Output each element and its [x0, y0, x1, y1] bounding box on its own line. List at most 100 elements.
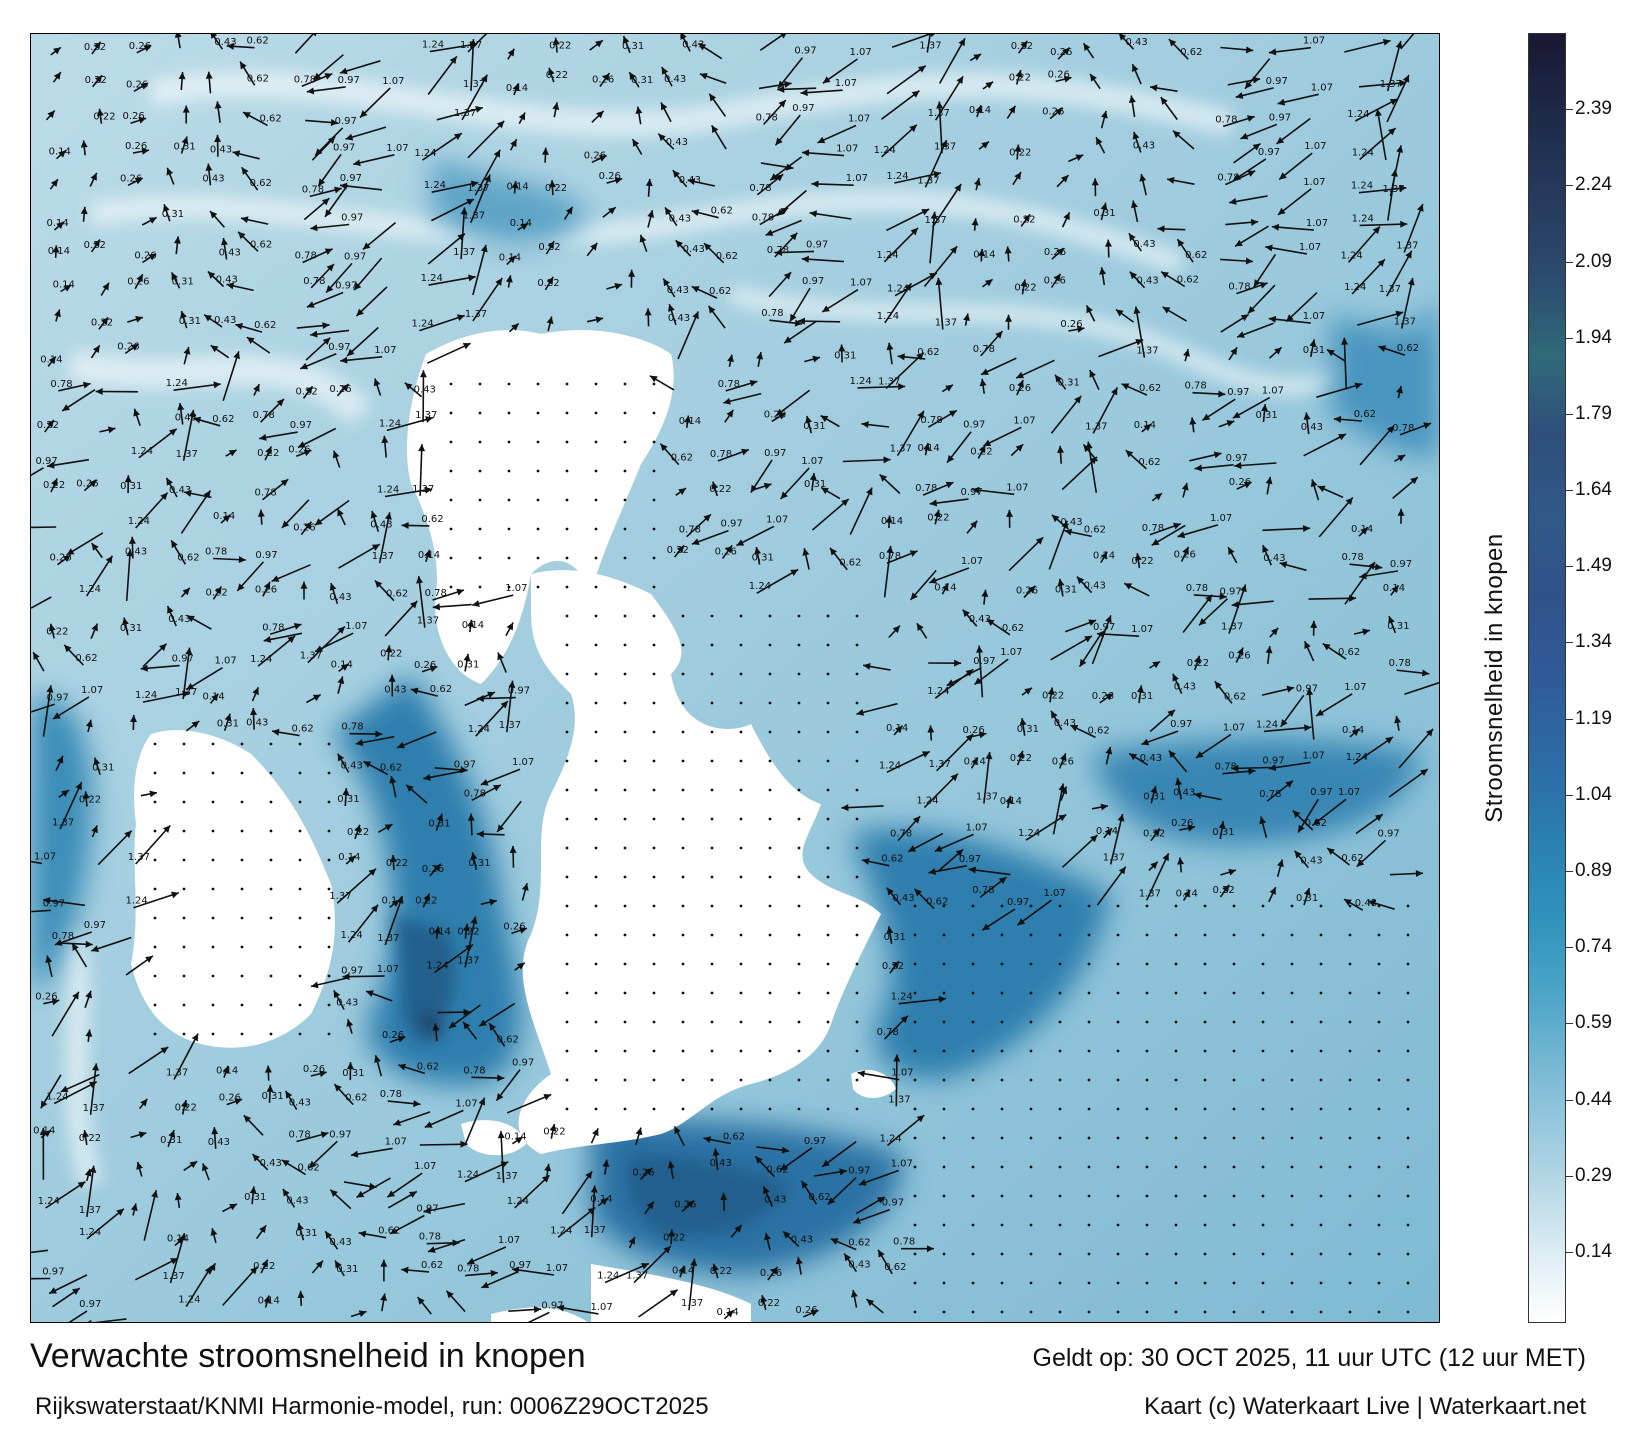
- speed-value-label: 0.43: [384, 685, 406, 696]
- current-arrow-head: [178, 72, 186, 80]
- grid-dot: [710, 846, 714, 850]
- grid-dot: [623, 875, 627, 879]
- current-speed-map[interactable]: 0.22 0.26 0.43 0.62 1.24 1.37 0.22 0.31 0.43 0.97…: [30, 33, 1440, 1323]
- grid-dot: [1029, 1310, 1033, 1314]
- current-arrow: [934, 833, 974, 853]
- speed-value-label: 0.31: [337, 794, 359, 805]
- current-arrow-head: [1351, 728, 1360, 736]
- current-arrow-head: [507, 48, 515, 57]
- current-arrow-head: [385, 645, 393, 653]
- current-arrow: [856, 702, 898, 715]
- speed-value-label: 0.22: [1187, 658, 1209, 669]
- speed-value-label: 0.97: [43, 898, 65, 909]
- current-arrow: [677, 311, 700, 360]
- grid-dot: [623, 730, 627, 734]
- current-arrow-head: [107, 426, 116, 434]
- grid-dot: [565, 701, 569, 705]
- grid-dot: [710, 730, 714, 734]
- current-arrow-head: [1354, 382, 1363, 390]
- grid-dot: [623, 614, 627, 618]
- current-arrow-head: [1023, 214, 1031, 223]
- grid-dot: [826, 875, 830, 879]
- grid-dot: [1029, 962, 1033, 966]
- grid-dot: [1058, 1136, 1062, 1140]
- speed-value-label: 0.43: [669, 214, 691, 225]
- current-arrow-head: [238, 231, 246, 240]
- current-arrow: [1050, 395, 1082, 434]
- current-arrow-head: [511, 1266, 520, 1274]
- grid-dot: [1319, 1223, 1323, 1227]
- current-arrow: [821, 288, 859, 313]
- grid-dot: [710, 1020, 714, 1024]
- grid-dot: [1145, 933, 1149, 937]
- grid-dot: [1058, 1310, 1062, 1314]
- current-arrow-head: [790, 569, 799, 576]
- current-arrow-head: [1083, 43, 1091, 51]
- speed-value-label: 0.22: [710, 1266, 732, 1277]
- current-arrow-head: [84, 1168, 92, 1177]
- current-arrow-head: [170, 1258, 178, 1265]
- current-arrow: [811, 183, 854, 186]
- current-arrow-head: [1152, 828, 1160, 837]
- current-arrow-head: [1076, 576, 1085, 585]
- grid-dot: [1029, 1049, 1033, 1053]
- current-arrow-head: [45, 955, 53, 964]
- speed-value-label: 0.26: [293, 523, 315, 534]
- grid-dot: [211, 945, 215, 949]
- current-arrow-head: [820, 415, 829, 423]
- current-arrow-head: [335, 1260, 342, 1269]
- current-arrow: [461, 74, 488, 121]
- grid-dot: [1145, 962, 1149, 966]
- speed-value-label: 0.26: [1229, 477, 1251, 488]
- current-arrow-head: [1074, 395, 1082, 404]
- current-arrow-head: [263, 636, 272, 643]
- grid-dot: [1058, 904, 1062, 908]
- current-arrow: [345, 126, 387, 140]
- speed-value-label: 0.62: [292, 724, 314, 735]
- colorbar-tick-label: 2.09: [1575, 250, 1612, 272]
- speed-value-label: 0.26: [1050, 47, 1072, 58]
- grid-dot: [594, 962, 598, 966]
- grid-dot: [1377, 1136, 1381, 1140]
- current-arrow-head: [1150, 861, 1158, 870]
- speed-value-label: 0.97: [792, 103, 814, 114]
- current-arrow-head: [984, 279, 993, 287]
- current-arrow-head: [897, 353, 905, 361]
- current-arrow: [884, 282, 913, 324]
- speed-value-label: 0.26: [134, 251, 156, 262]
- current-arrow-head: [1389, 98, 1398, 106]
- speed-value-label: 0.14: [507, 182, 529, 193]
- speed-value-label: 0.43: [1140, 753, 1162, 764]
- current-arrow-head: [699, 72, 708, 80]
- current-arrow-head: [122, 617, 129, 626]
- current-arrow-head: [374, 580, 383, 588]
- speed-value-label: 0.26: [584, 150, 606, 161]
- grid-dot: [153, 916, 157, 920]
- grid-dot: [1406, 1194, 1410, 1198]
- current-arrow: [1232, 396, 1271, 419]
- grid-dot: [826, 672, 830, 676]
- speed-value-label: 0.14: [1093, 551, 1115, 562]
- current-arrow: [60, 1073, 100, 1093]
- current-arrow-head: [801, 1180, 809, 1189]
- current-arrow: [433, 943, 474, 974]
- speed-value-label: 1.24: [46, 1092, 68, 1103]
- current-arrow-head: [423, 893, 430, 902]
- current-arrow-head: [1338, 433, 1346, 441]
- grid-dot: [1406, 991, 1410, 995]
- current-arrow-head: [1269, 887, 1276, 895]
- speed-value-label: 0.14: [429, 927, 451, 938]
- current-arrow-head: [424, 1121, 433, 1128]
- speed-value-label: 1.37: [1221, 622, 1243, 633]
- current-arrow-head: [204, 1266, 212, 1274]
- current-arrow-head: [1057, 445, 1065, 453]
- current-arrow-head: [1235, 92, 1244, 99]
- current-arrow: [1403, 203, 1424, 253]
- grid-dot: [768, 1020, 772, 1024]
- current-arrow: [424, 1109, 464, 1129]
- current-arrow-head: [929, 577, 938, 584]
- current-arrow: [511, 1268, 554, 1276]
- current-arrow-head: [140, 1098, 148, 1107]
- speed-value-label: 0.97: [1226, 453, 1248, 464]
- speed-value-label: 1.07: [1299, 242, 1321, 253]
